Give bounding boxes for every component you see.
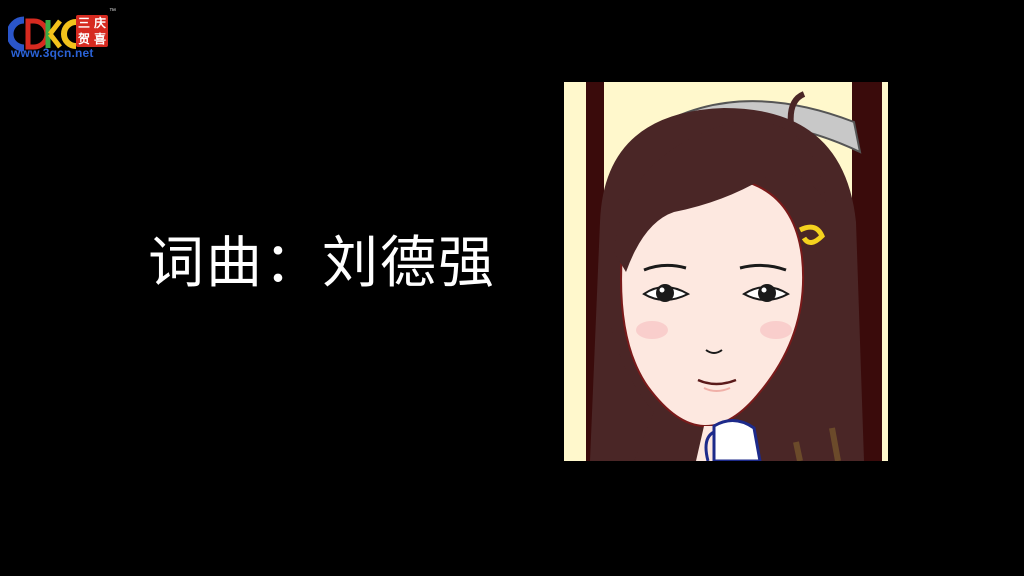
sanqing-badge: 三 庆 贺 喜 [76,15,108,47]
badge-char: 喜 [93,32,106,46]
logo-url: www.3qcn.net [11,46,94,60]
channel-logo: 三 庆 贺 喜 ™ www.3qcn.net [8,8,120,62]
girl-portrait-icon [564,82,888,461]
badge-char: 三 [77,16,90,30]
badge-char: 庆 [93,16,106,30]
trademark-symbol: ™ [109,8,116,15]
cartoon-girl-illustration [564,82,888,461]
cdkc-logo-icon [8,16,77,52]
lyrics-music-credit: 词曲：刘德强 [148,231,496,296]
badge-char: 贺 [77,32,90,46]
